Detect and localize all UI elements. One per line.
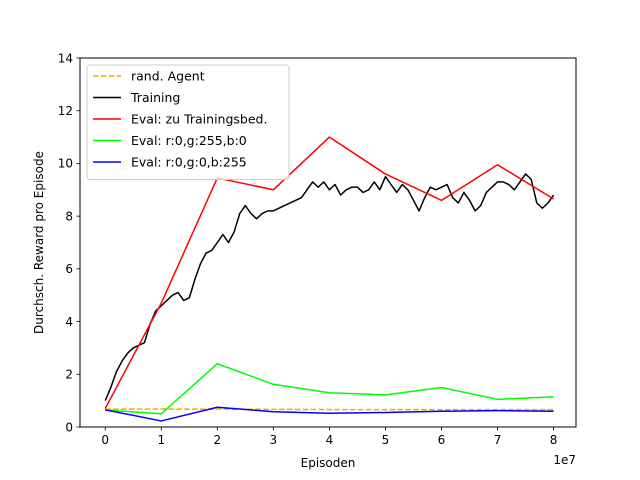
y-tick-label-3: 6 — [65, 262, 73, 276]
x-tick-label-7: 7 — [494, 433, 502, 447]
series-line-2 — [104, 136, 554, 409]
y-axis: 0 2 4 6 8 10 12 14 — [58, 51, 80, 434]
x-tick-label-3: 3 — [270, 433, 278, 447]
series-line-4 — [105, 406, 554, 422]
x-tick-label-8: 8 — [550, 433, 558, 447]
y-tick-label-2: 4 — [65, 315, 73, 329]
series-line-0 — [105, 408, 554, 411]
x-tick-label-6: 6 — [438, 433, 446, 447]
y-tick-label-6: 12 — [58, 104, 73, 118]
legend-label-4: Eval: r:0,g:0,b:255 — [131, 155, 247, 170]
y-tick-label-0: 0 — [65, 420, 73, 434]
legend: rand. Agent Training Eval: zu Trainingsbed… — [86, 64, 290, 180]
legend-label-3: Eval: r:0,g:255,b:0 — [131, 133, 247, 148]
y-tick-label-4: 8 — [65, 209, 73, 223]
x-axis: 0 1 2 3 4 5 6 7 8 — [101, 427, 557, 447]
legend-box — [86, 64, 290, 180]
x-tick-label-0: 0 — [101, 433, 109, 447]
x-axis-label: Episoden — [301, 456, 356, 470]
legend-label-0: rand. Agent — [131, 69, 205, 84]
x-tick-label-1: 1 — [157, 433, 165, 447]
x-tick-label-4: 4 — [326, 433, 334, 447]
x-axis-offset-label: 1e7 — [553, 453, 576, 467]
y-tick-label-5: 10 — [58, 157, 73, 171]
legend-label-1: Training — [130, 90, 180, 105]
legend-label-2: Eval: zu Trainingsbed. — [131, 112, 267, 127]
series-line-3 — [105, 362, 554, 415]
x-tick-label-5: 5 — [382, 433, 390, 447]
x-tick-label-2: 2 — [213, 433, 221, 447]
series-layer — [104, 136, 555, 422]
y-tick-label-1: 2 — [65, 368, 73, 382]
y-axis-label: Durchsch. Reward pro Episode — [32, 151, 46, 334]
y-tick-label-7: 14 — [58, 51, 73, 65]
series-line-1 — [104, 173, 555, 401]
plot-frame — [79, 57, 577, 428]
